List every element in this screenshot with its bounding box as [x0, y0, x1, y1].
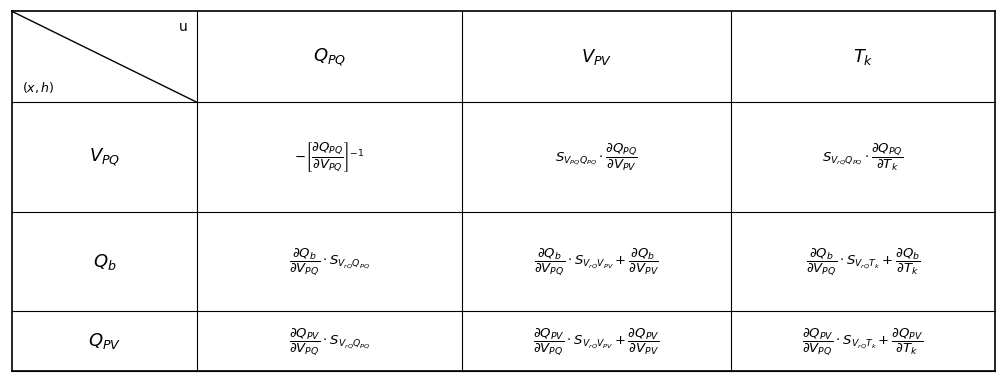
Text: $\dfrac{\partial Q_b}{\partial V_{PQ}} \cdot S_{V_{rQ}Q_{PQ}}$: $\dfrac{\partial Q_b}{\partial V_{PQ}} \…: [289, 246, 370, 277]
Text: $\dfrac{\partial Q_{PV}}{\partial V_{PQ}} \cdot S_{V_{rQ}Q_{PQ}}$: $\dfrac{\partial Q_{PV}}{\partial V_{PQ}…: [289, 326, 370, 357]
Text: $Q_b$: $Q_b$: [93, 252, 116, 271]
Text: $\dfrac{\partial Q_b}{\partial V_{PQ}} \cdot S_{V_{rQ}T_k} + \dfrac{\partial Q_b: $\dfrac{\partial Q_b}{\partial V_{PQ}} \…: [806, 246, 920, 277]
Text: $V_{PQ}$: $V_{PQ}$: [89, 147, 120, 168]
Text: $S_{V_{rQ}Q_{PQ}} \cdot \dfrac{\partial Q_{PQ}}{\partial T_k}$: $S_{V_{rQ}Q_{PQ}} \cdot \dfrac{\partial …: [822, 141, 904, 173]
Text: $Q_{PV}$: $Q_{PV}$: [88, 331, 121, 351]
Text: $\dfrac{\partial Q_b}{\partial V_{PQ}} \cdot S_{V_{rQ}V_{PV}} + \dfrac{\partial : $\dfrac{\partial Q_b}{\partial V_{PQ}} \…: [534, 246, 659, 277]
Text: $\mathrm{u}$: $\mathrm{u}$: [178, 20, 187, 33]
Text: $Q_{PQ}$: $Q_{PQ}$: [313, 46, 346, 67]
Text: $-\left[\dfrac{\partial Q_{PQ}}{\partial V_{PQ}}\right]^{-1}$: $-\left[\dfrac{\partial Q_{PQ}}{\partial…: [294, 141, 365, 174]
Text: $T_k$: $T_k$: [853, 47, 873, 67]
Text: $\dfrac{\partial Q_{PV}}{\partial V_{PQ}} \cdot S_{V_{rQ}V_{PV}} + \dfrac{\parti: $\dfrac{\partial Q_{PV}}{\partial V_{PQ}…: [533, 326, 660, 357]
Text: $S_{V_{PQ}Q_{PQ}} \cdot \dfrac{\partial Q_{PQ}}{\partial V_{PV}}$: $S_{V_{PQ}Q_{PQ}} \cdot \dfrac{\partial …: [555, 141, 638, 173]
Text: $(x,h)$: $(x,h)$: [22, 80, 54, 95]
Text: $V_{PV}$: $V_{PV}$: [581, 47, 612, 67]
Text: $\dfrac{\partial Q_{PV}}{\partial V_{PQ}} \cdot S_{V_{rQ}T_k} + \dfrac{\partial : $\dfrac{\partial Q_{PV}}{\partial V_{PQ}…: [802, 326, 924, 357]
